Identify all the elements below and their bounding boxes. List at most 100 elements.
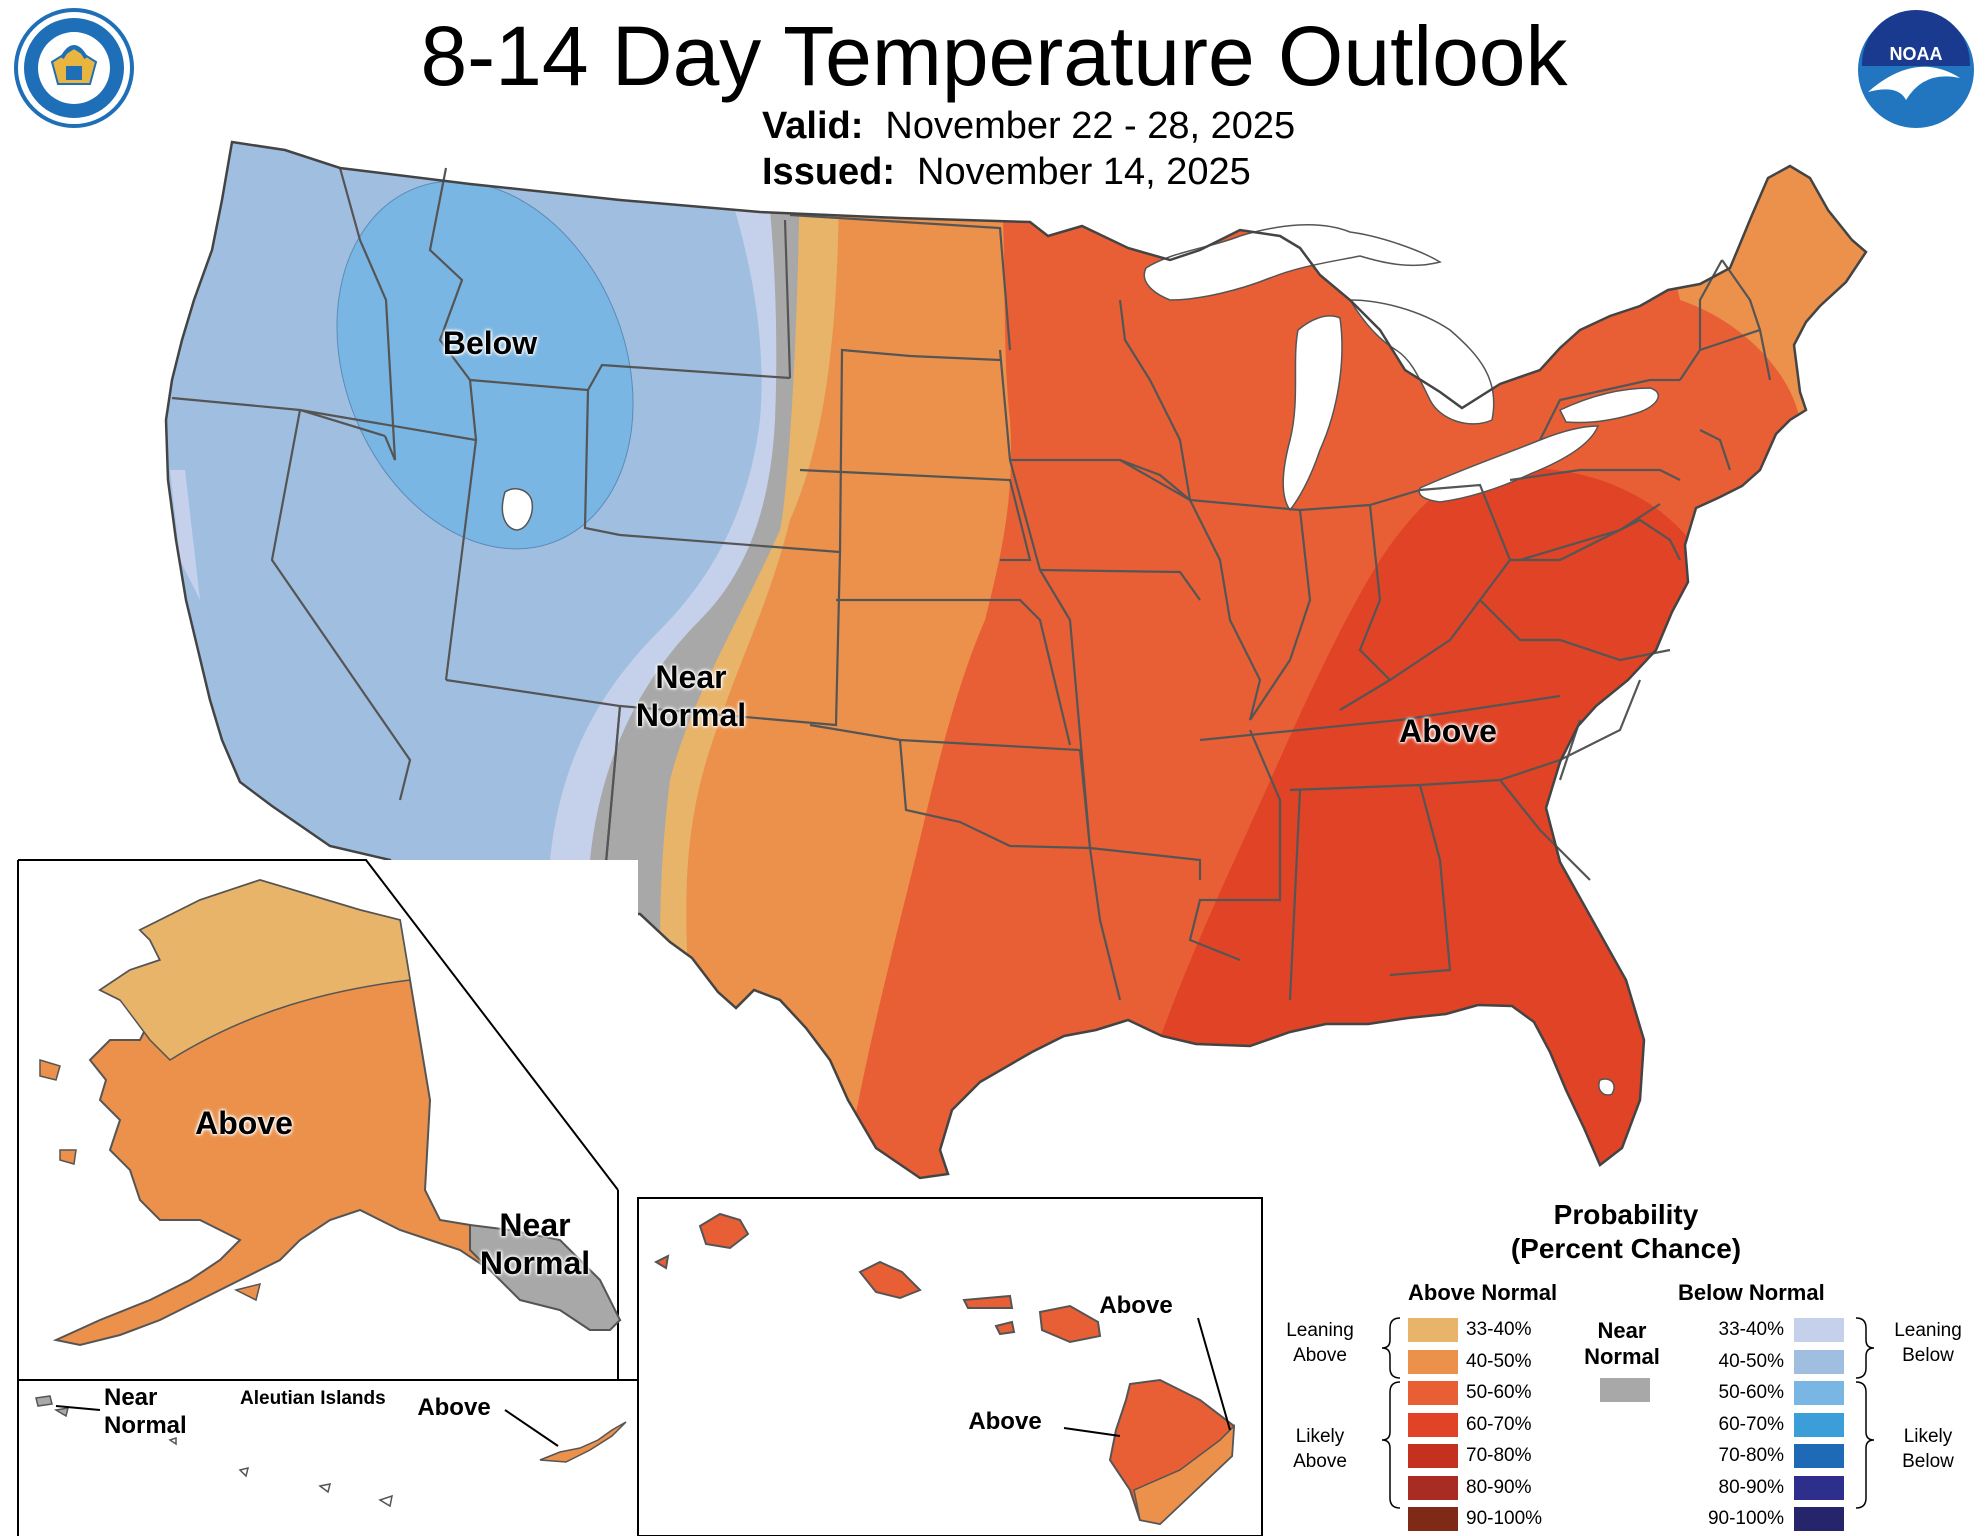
legend-near-2: Normal xyxy=(1584,1344,1660,1369)
legend-below-pct: 40-50% xyxy=(1718,1350,1785,1372)
legend-below-pct: 90-100% xyxy=(1707,1508,1784,1529)
alaska-near-2: Normal xyxy=(479,1245,591,1281)
region-below-50-60 xyxy=(336,180,634,550)
legend-title: Probability (Percent Chance) xyxy=(1476,1198,1776,1266)
lanai xyxy=(994,1320,1016,1336)
brace-leaning-below xyxy=(1855,1317,1875,1379)
legend-above-pct: 90-100% xyxy=(1466,1508,1543,1529)
legend-below-swatch xyxy=(1794,1475,1844,1500)
alaska-north-33-40 xyxy=(98,879,411,1061)
label-below: Below xyxy=(442,325,538,361)
alaska-near-1: Near xyxy=(499,1207,571,1243)
legend-below-swatch xyxy=(1794,1349,1844,1374)
noaa-logo-icon: NOAA xyxy=(1858,10,1974,128)
great-lakes xyxy=(501,224,1660,1096)
alaska-islands xyxy=(39,1058,262,1302)
big-island-south-40-50 xyxy=(1133,1424,1235,1525)
legend-title-2: (Percent Chance) xyxy=(1510,1233,1742,1264)
legend-likely-above: Likely Above xyxy=(1280,1424,1360,1474)
brace-leaning-above xyxy=(1381,1317,1401,1379)
lake-huron xyxy=(1348,299,1495,425)
legend-above-pct: 50-60% xyxy=(1466,1382,1532,1403)
legend-near-header: Near Normal xyxy=(1582,1318,1662,1370)
legend-below-pct: 70-80% xyxy=(1718,1445,1785,1466)
region-below-33-40-coast xyxy=(170,470,200,600)
label-near-normal-2: Normal xyxy=(635,697,747,733)
legend-near-1: Near xyxy=(1597,1318,1647,1343)
aleutian-near-2: Normal xyxy=(104,1412,187,1439)
hawaii-label-above-top: Above xyxy=(1099,1292,1173,1319)
legend-below-pct: 33-40% xyxy=(1718,1319,1785,1340)
legend-below-swatch xyxy=(1794,1507,1844,1531)
legend-above-swatch xyxy=(1408,1381,1458,1405)
aleutian-near-pointer xyxy=(55,1405,101,1411)
legend-below-pct: 60-70% xyxy=(1718,1413,1785,1435)
legend-leaning-below: Leaning Below xyxy=(1888,1318,1968,1368)
label-near-normal: Near Normal xyxy=(626,658,756,734)
hawaii-above-pointer-top xyxy=(1197,1317,1231,1431)
issued-line: Issued: November 14, 2025 xyxy=(762,150,1251,194)
hawaii-above-pointer-left xyxy=(1063,1427,1121,1437)
legend-above-pct: 60-70% xyxy=(1466,1413,1532,1435)
aleutian-above-pointer xyxy=(504,1409,559,1447)
legend-below-swatch xyxy=(1794,1444,1844,1468)
hawaii-label-above-left: Above xyxy=(968,1408,1042,1435)
lake-ontario xyxy=(1558,387,1660,424)
likely-above-1: Likely xyxy=(1295,1426,1345,1447)
noaa-logo-text: NOAA xyxy=(1890,44,1943,64)
legend-above-pct: 40-50% xyxy=(1466,1350,1532,1372)
legend-above-pct: 33-40% xyxy=(1466,1319,1532,1340)
likely-below-1: Likely xyxy=(1903,1426,1953,1447)
leaning-above-1: Leaning xyxy=(1286,1320,1354,1341)
brace-likely-above xyxy=(1381,1381,1401,1509)
aleutian-label-above: Above xyxy=(417,1394,491,1421)
label-above: Above xyxy=(1399,713,1497,749)
legend-above-header: Above Normal xyxy=(1408,1280,1558,1305)
kauai xyxy=(698,1212,750,1250)
legend-above-swatch xyxy=(1408,1507,1458,1531)
legend-likely-below: Likely Below xyxy=(1888,1424,1968,1474)
lake-michigan xyxy=(1282,315,1343,512)
alaska-panhandle-near-normal xyxy=(469,1223,622,1331)
valid-line: Valid: November 22 - 28, 2025 xyxy=(762,104,1295,148)
legend-above-swatch xyxy=(1408,1349,1458,1374)
label-near-normal-1: Near xyxy=(655,659,727,695)
legend-below-swatch xyxy=(1794,1381,1844,1405)
lake-okeechobee xyxy=(1598,1078,1615,1096)
legend-below-pct: 80-90% xyxy=(1718,1476,1785,1498)
leaning-below-1: Leaning xyxy=(1894,1320,1962,1341)
valid-label: Valid: xyxy=(762,105,864,147)
page-title: 8-14 Day Temperature Outlook xyxy=(420,9,1568,103)
leaning-below-2: Below xyxy=(1902,1345,1954,1366)
issued-date: November 14, 2025 xyxy=(917,151,1251,193)
likely-below-2: Below xyxy=(1902,1451,1954,1472)
legend-below-swatch xyxy=(1794,1318,1844,1342)
lake-superior xyxy=(1143,224,1442,301)
legend-below-swatch xyxy=(1794,1412,1844,1437)
state-borders xyxy=(171,167,1772,1001)
legend-above-swatch xyxy=(1408,1444,1458,1468)
issued-label: Issued: xyxy=(762,151,896,193)
leaning-above-2: Above xyxy=(1293,1345,1347,1366)
aleutian-east-islands xyxy=(539,1421,627,1463)
aleutian-west-islands xyxy=(35,1395,70,1418)
great-salt-lake xyxy=(501,488,534,531)
maui xyxy=(1038,1304,1102,1344)
alaska-inset-diagonal xyxy=(18,859,619,1191)
aleutian-central-islands xyxy=(168,1436,393,1508)
region-above-60-70 xyxy=(1110,467,1714,1178)
likely-above-2: Above xyxy=(1293,1451,1347,1472)
legend-above-pct: 70-80% xyxy=(1466,1445,1532,1466)
aleutian-label-near-normal: Near Normal xyxy=(104,1384,187,1440)
aleutian-islands-title: Aleutian Islands xyxy=(240,1388,386,1409)
legend-title-1: Probability xyxy=(1553,1199,1699,1230)
legend-below-pct: 50-60% xyxy=(1718,1382,1785,1403)
legend-above-swatch xyxy=(1408,1475,1458,1500)
brace-likely-below xyxy=(1855,1381,1875,1509)
alaska-label-above: Above xyxy=(195,1105,293,1141)
molokai xyxy=(962,1294,1014,1309)
oahu xyxy=(858,1260,922,1300)
